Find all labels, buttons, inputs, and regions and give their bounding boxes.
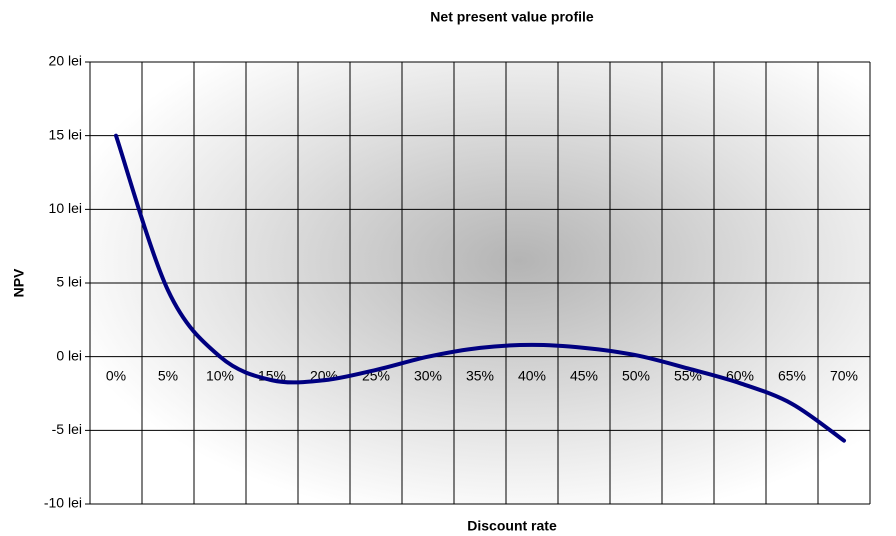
x-tick-label: 70% [830, 367, 858, 383]
y-tick-label: 10 lei [49, 200, 82, 216]
x-tick-label: 5% [158, 367, 178, 383]
x-tick-label: 30% [414, 367, 442, 383]
y-tick-label: -5 lei [52, 421, 82, 437]
y-tick-label: 20 lei [49, 53, 82, 69]
x-tick-label: 50% [622, 367, 650, 383]
y-tick-label: 0 lei [56, 347, 82, 363]
x-tick-label: 35% [466, 367, 494, 383]
x-tick-label: 65% [778, 367, 806, 383]
y-tick-label: 5 lei [56, 274, 82, 290]
chart-title: Net present value profile [430, 9, 594, 25]
x-tick-label: 40% [518, 367, 546, 383]
npv-line [114, 133, 846, 443]
y-tick-label: 15 lei [49, 126, 82, 142]
y-tick-label: -10 lei [44, 495, 82, 511]
x-axis-label: Discount rate [467, 518, 557, 534]
y-axis-label: NPV [11, 268, 27, 297]
x-tick-label: 10% [206, 367, 234, 383]
x-tick-label: 0% [106, 367, 126, 383]
x-tick-label: 45% [570, 367, 598, 383]
